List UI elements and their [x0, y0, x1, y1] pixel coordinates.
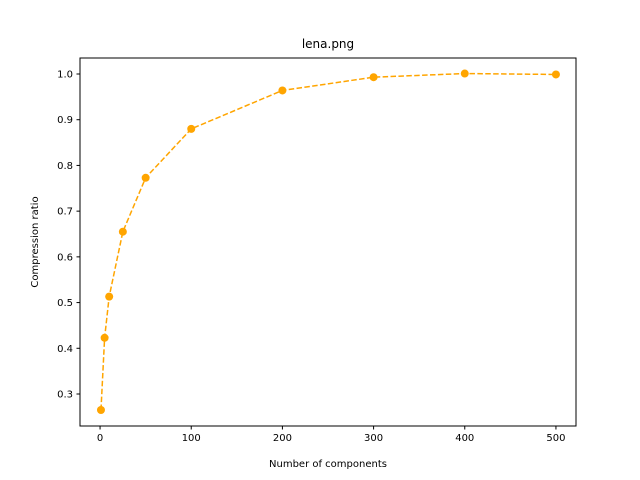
x-tick-label: 300	[364, 433, 383, 444]
x-tick-label: 400	[455, 433, 474, 444]
data-point	[100, 333, 109, 342]
x-axis-label: Number of components	[269, 459, 387, 470]
y-tick-label: 0.9	[57, 115, 73, 126]
y-axis-label: Compression ratio	[30, 196, 41, 287]
data-point	[278, 86, 287, 95]
x-tick-label: 100	[182, 433, 201, 444]
data-point	[141, 173, 150, 182]
x-axis: 0 100 200 300 400 500	[97, 426, 565, 444]
data-point	[118, 227, 127, 236]
data-point	[369, 73, 378, 82]
plot-frame	[79, 57, 577, 427]
data-point	[551, 70, 560, 79]
y-axis: 0.3 0.4 0.5 0.6 0.7 0.8 0.9 1.0	[57, 70, 80, 401]
series-line	[100, 72, 556, 411]
y-tick-label: 0.3	[57, 390, 73, 401]
data-point	[96, 406, 105, 414]
y-tick-label: 0.5	[57, 298, 73, 309]
y-tick-label: 0.4	[57, 344, 73, 355]
y-tick-label: 0.6	[57, 252, 73, 263]
x-tick-label: 500	[546, 433, 565, 444]
data-point	[187, 124, 196, 133]
x-tick-label: 0	[97, 433, 103, 444]
plot-area	[96, 69, 560, 414]
x-tick-label: 200	[273, 433, 292, 444]
chart-title: lena.png	[302, 37, 354, 51]
y-tick-label: 0.7	[57, 207, 73, 218]
y-tick-label: 0.8	[57, 161, 73, 172]
y-tick-label: 1.0	[57, 70, 73, 81]
data-point	[105, 292, 114, 301]
data-point	[460, 69, 469, 78]
